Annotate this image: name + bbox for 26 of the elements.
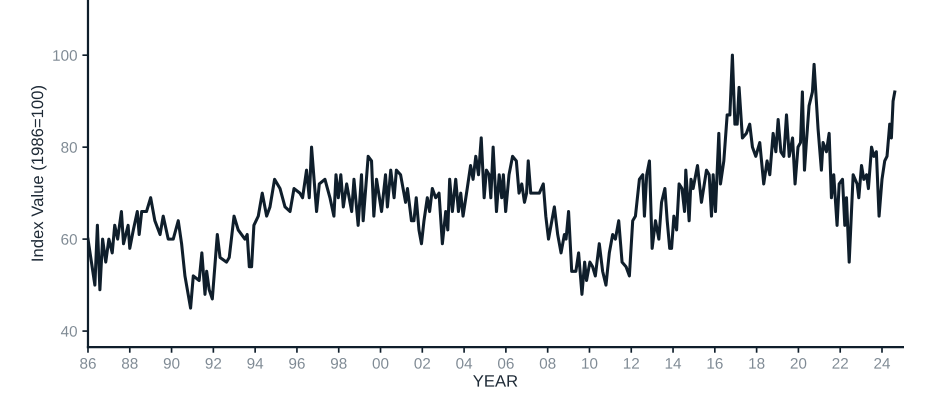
y-tick-label: 80 (61, 142, 77, 153)
x-tick-label: 04 (456, 358, 472, 369)
x-tick-label: 86 (80, 358, 96, 369)
y-tick-label: 100 (53, 50, 77, 61)
x-tick-label: 20 (790, 358, 806, 369)
x-axis-title: YEAR (473, 375, 518, 387)
x-tick-label: 12 (624, 358, 639, 369)
y-axis-title: Index Value (1986=100) (30, 86, 47, 261)
x-tick-label: 18 (749, 358, 764, 369)
x-tick-label: 94 (247, 358, 264, 369)
x-tick-label: 24 (874, 358, 890, 369)
x-tick-label: 14 (666, 358, 682, 369)
x-tick-label: 96 (289, 358, 305, 369)
x-tick-label: 10 (582, 358, 598, 369)
x-tick-label: 02 (414, 358, 430, 369)
x-tick-label: 92 (206, 358, 222, 369)
x-tick-label: 08 (540, 358, 556, 369)
x-tick-label: 06 (498, 358, 514, 369)
x-tick-label: 90 (164, 358, 180, 369)
x-tick-label: 98 (330, 358, 347, 369)
x-tick-label: 16 (708, 358, 723, 369)
x-tick-label: 88 (122, 358, 138, 369)
y-tick-label: 40 (60, 326, 77, 337)
y-tick-label: 60 (61, 234, 77, 245)
x-tick-label: 22 (832, 358, 848, 369)
x-tick-label: 00 (372, 358, 388, 369)
